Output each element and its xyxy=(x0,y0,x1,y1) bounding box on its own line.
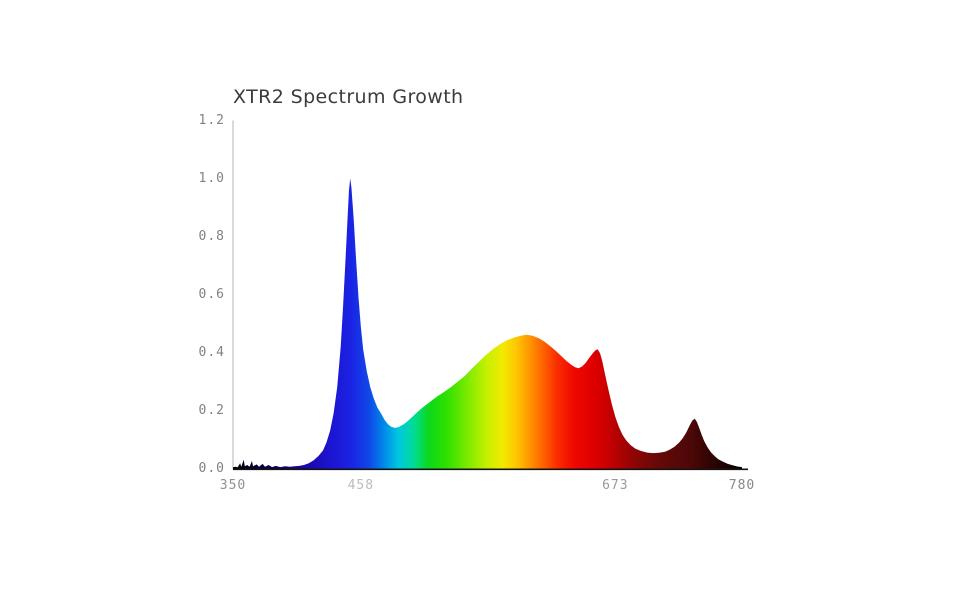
chart-title: XTR2 Spectrum Growth xyxy=(233,86,464,108)
x-tick-label: 458 xyxy=(347,477,375,493)
y-tick-label: 1.0 xyxy=(198,170,225,186)
y-tick-label: 0.8 xyxy=(198,228,225,244)
y-tick-label: 0.0 xyxy=(198,460,225,476)
x-tick-label: 673 xyxy=(602,477,629,493)
spectrum-area xyxy=(233,178,742,469)
x-tick-label: 780 xyxy=(728,477,756,493)
y-tick-label: 0.6 xyxy=(198,286,225,302)
x-tick-label: 350 xyxy=(219,477,247,493)
y-tick-label: 0.4 xyxy=(198,344,225,360)
y-tick-label: 1.2 xyxy=(198,112,225,128)
y-tick-label: 0.2 xyxy=(198,402,225,418)
